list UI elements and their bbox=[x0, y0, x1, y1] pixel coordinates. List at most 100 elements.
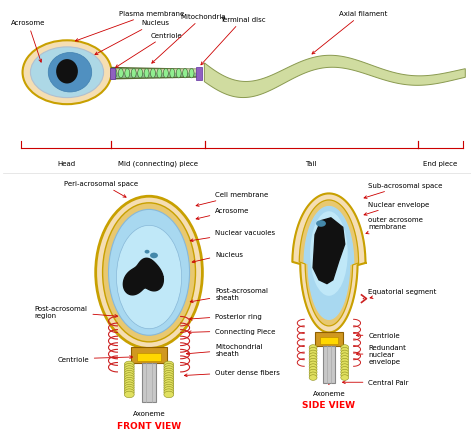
Text: Acrosome: Acrosome bbox=[196, 208, 250, 220]
Ellipse shape bbox=[309, 353, 317, 359]
Ellipse shape bbox=[137, 69, 143, 79]
Ellipse shape bbox=[182, 69, 188, 79]
Ellipse shape bbox=[124, 366, 134, 372]
Ellipse shape bbox=[56, 60, 78, 84]
Ellipse shape bbox=[157, 69, 162, 79]
Ellipse shape bbox=[309, 359, 317, 364]
Ellipse shape bbox=[309, 361, 317, 367]
Ellipse shape bbox=[309, 372, 317, 378]
Text: Tail: Tail bbox=[305, 160, 317, 166]
Ellipse shape bbox=[124, 371, 134, 377]
Ellipse shape bbox=[30, 48, 104, 98]
Ellipse shape bbox=[164, 384, 174, 391]
Ellipse shape bbox=[309, 375, 317, 381]
Ellipse shape bbox=[151, 69, 155, 79]
Text: Cell membrane: Cell membrane bbox=[196, 192, 268, 207]
Ellipse shape bbox=[316, 221, 326, 227]
Ellipse shape bbox=[48, 53, 92, 93]
Bar bbox=[111, 70, 201, 74]
Ellipse shape bbox=[164, 391, 174, 398]
Text: Axoneme: Axoneme bbox=[133, 411, 165, 417]
Ellipse shape bbox=[309, 367, 317, 372]
Ellipse shape bbox=[23, 41, 111, 105]
Ellipse shape bbox=[164, 366, 174, 372]
Polygon shape bbox=[299, 200, 358, 326]
Ellipse shape bbox=[309, 347, 317, 353]
Text: Head: Head bbox=[57, 160, 75, 166]
Ellipse shape bbox=[310, 212, 348, 296]
Ellipse shape bbox=[131, 69, 136, 79]
Ellipse shape bbox=[124, 382, 134, 389]
Polygon shape bbox=[313, 218, 345, 284]
Text: Centriole: Centriole bbox=[356, 332, 400, 338]
Text: Outer dense fibers: Outer dense fibers bbox=[184, 369, 280, 377]
Ellipse shape bbox=[341, 375, 349, 381]
Ellipse shape bbox=[124, 391, 134, 398]
Polygon shape bbox=[111, 68, 201, 80]
Text: Centriole: Centriole bbox=[57, 356, 133, 362]
Text: Nucleus: Nucleus bbox=[95, 20, 169, 55]
Ellipse shape bbox=[145, 250, 149, 254]
Ellipse shape bbox=[124, 375, 134, 382]
Ellipse shape bbox=[164, 387, 174, 393]
Ellipse shape bbox=[150, 253, 158, 258]
Text: Sub-acrosomal space: Sub-acrosomal space bbox=[364, 183, 443, 199]
Bar bbox=[323, 346, 335, 383]
Text: Equatorial segment: Equatorial segment bbox=[368, 289, 437, 299]
Ellipse shape bbox=[341, 359, 349, 364]
Ellipse shape bbox=[341, 356, 349, 361]
Polygon shape bbox=[123, 259, 164, 295]
Bar bbox=[131, 348, 167, 362]
Ellipse shape bbox=[341, 372, 349, 378]
Ellipse shape bbox=[309, 350, 317, 356]
Text: Redundant
nuclear
envelope: Redundant nuclear envelope bbox=[356, 344, 406, 364]
Text: Nuclear vacuoles: Nuclear vacuoles bbox=[190, 229, 275, 242]
Ellipse shape bbox=[124, 368, 134, 375]
Ellipse shape bbox=[124, 380, 134, 386]
Ellipse shape bbox=[164, 361, 174, 368]
Ellipse shape bbox=[176, 69, 181, 79]
Text: Axoneme: Axoneme bbox=[312, 390, 345, 396]
Ellipse shape bbox=[112, 69, 117, 79]
Ellipse shape bbox=[309, 356, 317, 361]
Ellipse shape bbox=[102, 203, 195, 342]
Ellipse shape bbox=[309, 345, 317, 350]
Ellipse shape bbox=[164, 378, 174, 384]
Polygon shape bbox=[304, 207, 354, 319]
Ellipse shape bbox=[164, 364, 174, 370]
Text: Connecting Piece: Connecting Piece bbox=[188, 328, 276, 334]
Ellipse shape bbox=[118, 69, 123, 79]
Polygon shape bbox=[204, 56, 465, 98]
Ellipse shape bbox=[125, 69, 130, 79]
Bar bbox=[137, 353, 161, 361]
Ellipse shape bbox=[164, 375, 174, 382]
Text: Plasma membrane: Plasma membrane bbox=[75, 11, 185, 42]
Ellipse shape bbox=[341, 350, 349, 356]
Ellipse shape bbox=[341, 345, 349, 350]
Text: Post-acrosomal
sheath: Post-acrosomal sheath bbox=[190, 287, 268, 303]
Ellipse shape bbox=[341, 364, 349, 369]
Ellipse shape bbox=[124, 361, 134, 368]
Ellipse shape bbox=[164, 368, 174, 375]
Ellipse shape bbox=[164, 371, 174, 377]
Ellipse shape bbox=[124, 373, 134, 379]
Ellipse shape bbox=[124, 364, 134, 370]
Text: Mid (connecting) piece: Mid (connecting) piece bbox=[118, 160, 198, 167]
Text: Acrosome: Acrosome bbox=[11, 20, 45, 63]
Ellipse shape bbox=[117, 226, 182, 329]
Polygon shape bbox=[292, 194, 365, 333]
Text: Central Pair: Central Pair bbox=[343, 379, 409, 385]
Text: Posterior ring: Posterior ring bbox=[189, 313, 262, 320]
Ellipse shape bbox=[109, 210, 190, 335]
Ellipse shape bbox=[164, 380, 174, 386]
Bar bbox=[142, 362, 156, 402]
Ellipse shape bbox=[96, 197, 202, 349]
Ellipse shape bbox=[124, 384, 134, 391]
Text: Axial filament: Axial filament bbox=[312, 11, 387, 55]
Ellipse shape bbox=[189, 69, 194, 79]
Bar bbox=[109, 68, 116, 80]
Bar bbox=[197, 68, 202, 80]
Text: Mitochondrial
sheath: Mitochondrial sheath bbox=[186, 343, 263, 356]
Ellipse shape bbox=[341, 367, 349, 372]
Ellipse shape bbox=[164, 382, 174, 389]
